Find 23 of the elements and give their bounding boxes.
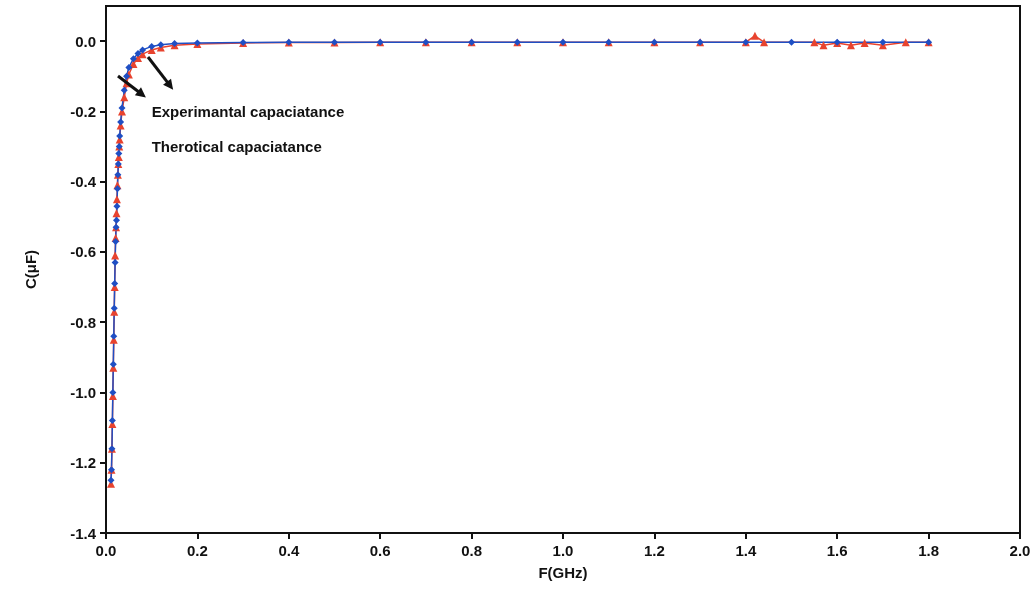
x-tick-label: 0.6 <box>369 542 391 559</box>
y-axis-title: C(μF) <box>22 249 39 290</box>
x-tick-label: 0.0 <box>95 542 117 559</box>
y-tick-label: -0.4 <box>70 173 97 191</box>
y-tick-label: -0.8 <box>70 313 96 331</box>
x-tick-label: 0.8 <box>461 542 483 559</box>
x-tick-label: 2.0 <box>1009 542 1031 559</box>
y-tick-label: -1.0 <box>70 383 96 401</box>
y-tick-label: -1.4 <box>70 524 97 542</box>
series-label: Therotical capaciatance <box>151 138 322 156</box>
x-tick-label: 1.8 <box>918 542 940 559</box>
y-tick-label: 0.0 <box>75 32 96 50</box>
series-label: Experimantal capaciatance <box>151 102 345 120</box>
x-tick-label: 1.4 <box>735 542 757 559</box>
x-axis-title: F(GHz) <box>538 564 588 581</box>
y-tick-label: -1.2 <box>70 454 96 472</box>
x-tick-label: 0.4 <box>278 542 300 559</box>
y-tick-label: -0.2 <box>70 102 96 120</box>
x-tick-label: 1.2 <box>643 542 665 559</box>
x-tick-label: 0.2 <box>186 542 208 559</box>
y-tick-label: -0.6 <box>70 243 96 261</box>
x-tick-label: 1.0 <box>552 542 574 559</box>
x-tick-label: 1.6 <box>826 542 848 559</box>
